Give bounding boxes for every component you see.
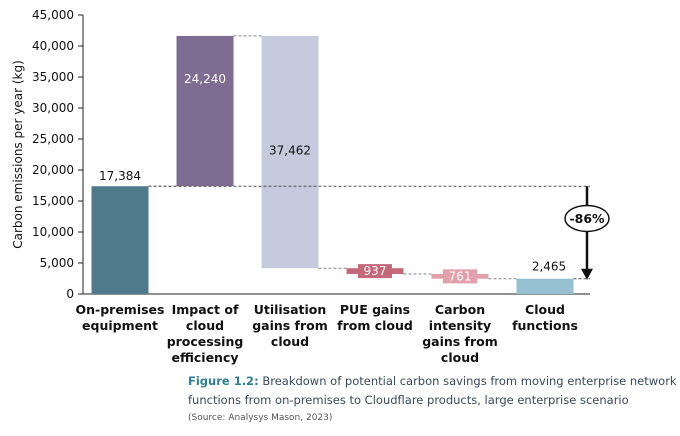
category-label-2: Utilisation gains from cloud	[252, 302, 328, 349]
category-label-0: On-premises equipment	[76, 302, 165, 333]
bar-1	[176, 35, 234, 187]
category-label-3: PUE gains from cloud	[337, 302, 413, 333]
category-label-line: gains from	[422, 334, 498, 349]
y-tick-label: 40,000	[32, 39, 74, 53]
y-axis-label: Carbon emissions per year (kg)	[11, 60, 25, 249]
category-label-line: processing	[167, 334, 244, 349]
reduction-arrow-head	[581, 268, 593, 280]
y-tick-label: 15,000	[32, 194, 74, 208]
figure-caption: Figure 1.2: Breakdown of potential carbo…	[188, 372, 678, 410]
category-label-4: Carbon intensity gains from cloud	[422, 302, 498, 365]
category-label-line: On-premises	[76, 302, 165, 317]
category-label-line: from cloud	[337, 318, 413, 333]
y-tick-label: 10,000	[32, 225, 74, 239]
figure-label: Figure 1.2:	[188, 374, 259, 388]
category-label-line: efficiency	[171, 350, 238, 365]
category-label-line: intensity	[429, 318, 491, 333]
figure-source: (Source: Analysys Mason, 2023)	[188, 413, 333, 423]
data-label-4: 761	[449, 269, 472, 283]
bar-2	[261, 35, 319, 269]
category-label-line: PUE gains	[340, 302, 410, 317]
caption-text: Breakdown of potential carbon savings fr…	[188, 374, 677, 407]
y-tick-label: 30,000	[32, 101, 74, 115]
category-label-line: gains from	[252, 318, 328, 333]
data-label-5: 2,465	[532, 260, 566, 274]
pue-label-backdrop	[358, 264, 392, 279]
y-tick-label: 0	[66, 287, 74, 301]
y-tick-label: 35,000	[32, 70, 74, 84]
bar-0	[91, 186, 149, 294]
y-tick-label: 5,000	[40, 256, 74, 270]
category-label-5: Cloud functions	[512, 302, 578, 333]
category-label-line: Impact of	[172, 302, 239, 317]
reduction-badge-label: -86%	[569, 211, 605, 226]
category-label-line: Carbon	[435, 302, 485, 317]
data-label-3: 937	[364, 264, 387, 278]
y-tick-label: 45,000	[32, 8, 74, 22]
waterfall-chart: 0 5,000 10,000 15,000 20,000 25,000 30,000 35,0…	[11, 8, 610, 365]
category-label-line: functions	[512, 318, 578, 333]
y-tick-label: 20,000	[32, 163, 74, 177]
data-label-2: 37,462	[269, 144, 311, 158]
category-label-line: cloud	[186, 318, 224, 333]
data-label-0: 17,384	[99, 169, 141, 183]
category-label-line: Utilisation	[254, 302, 327, 317]
category-label-line: cloud	[441, 350, 479, 365]
y-tick-label: 25,000	[32, 132, 74, 146]
carbon-label-backdrop	[443, 269, 477, 284]
category-label-line: cloud	[271, 334, 309, 349]
category-label-1: Impact of cloud processing efficiency	[167, 302, 244, 365]
category-label-line: equipment	[82, 318, 158, 333]
category-label-line: Cloud	[525, 302, 565, 317]
bar-5	[516, 278, 574, 294]
data-label-1: 24,240	[184, 72, 226, 86]
reduction-badge	[564, 204, 610, 233]
